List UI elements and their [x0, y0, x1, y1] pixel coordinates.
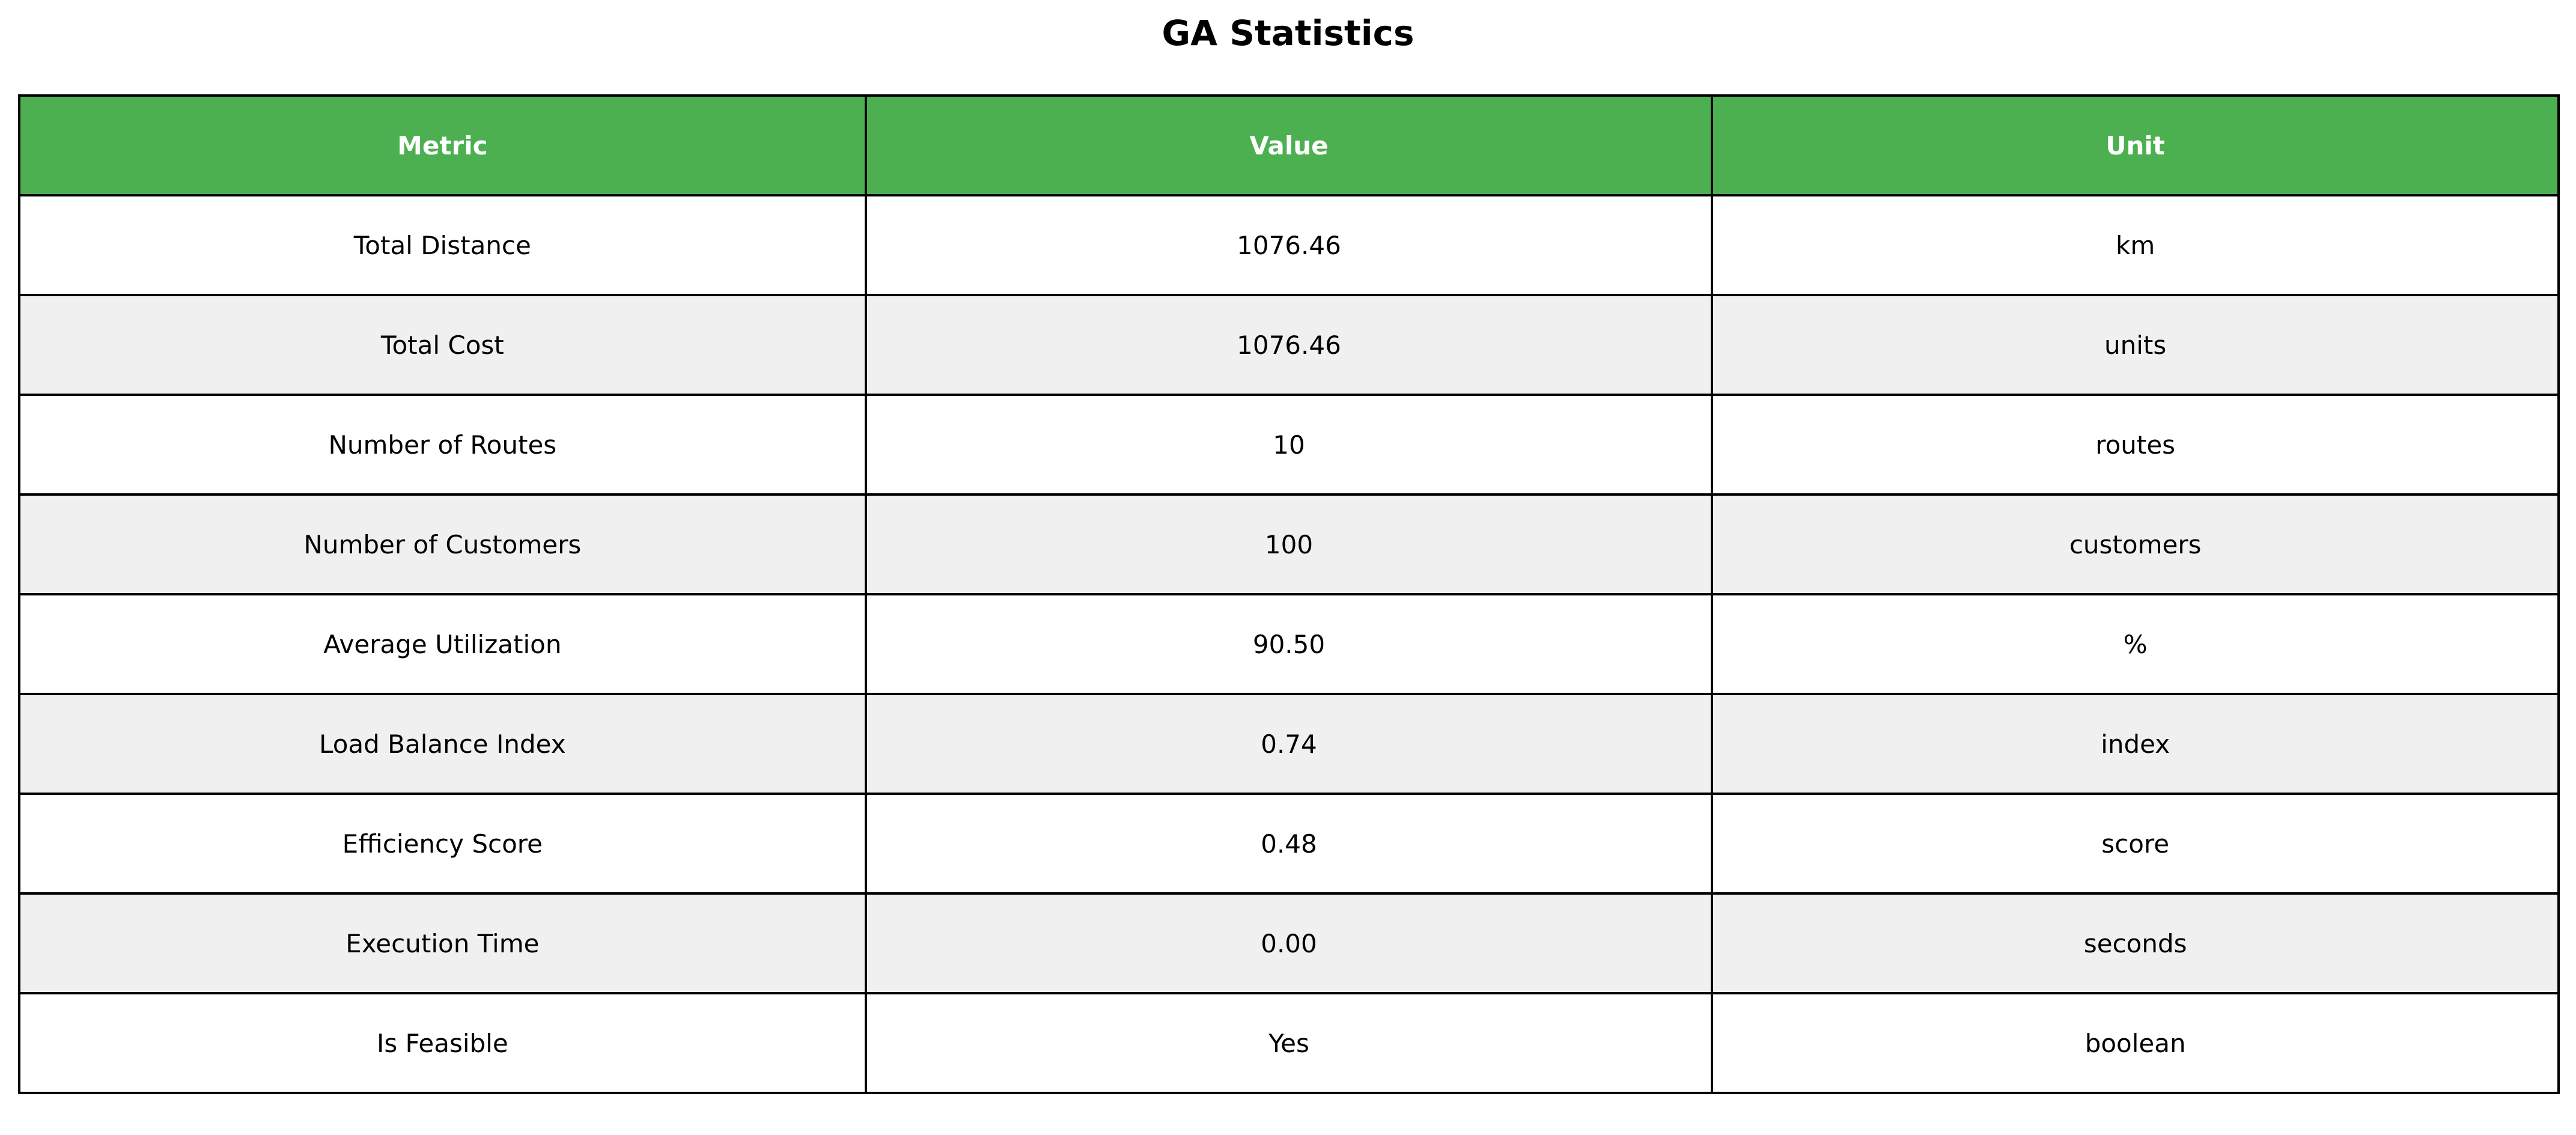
- metric-cell: Total Distance: [18, 194, 867, 296]
- metric-cell: Load Balance Index: [18, 693, 867, 795]
- unit-cell: seconds: [1711, 892, 2560, 994]
- metric-cell: Efficiency Score: [18, 793, 867, 895]
- value-cell: Yes: [864, 992, 1714, 1094]
- value-cell: 100: [864, 493, 1714, 595]
- table-row: Average Utilization 90.50 %: [18, 593, 2560, 695]
- table-row: Total Cost 1076.46 units: [18, 294, 2560, 396]
- value-cell: 0.48: [864, 793, 1714, 895]
- unit-cell: km: [1711, 194, 2560, 296]
- table-row: Load Balance Index 0.74 index: [18, 693, 2560, 795]
- metric-cell: Number of Routes: [18, 394, 867, 496]
- value-cell: 1076.46: [864, 194, 1714, 296]
- unit-cell: index: [1711, 693, 2560, 795]
- value-cell: 90.50: [864, 593, 1714, 695]
- table-row: Efficiency Score 0.48 score: [18, 793, 2560, 895]
- header-cell-value: Value: [864, 94, 1714, 196]
- header-row: Metric Value Unit: [18, 94, 2560, 196]
- metric-cell: Number of Customers: [18, 493, 867, 595]
- unit-cell: boolean: [1711, 992, 2560, 1094]
- unit-cell: score: [1711, 793, 2560, 895]
- table-row: Number of Customers 100 customers: [18, 493, 2560, 595]
- table-title: GA Statistics: [1162, 13, 1414, 53]
- header-cell-unit: Unit: [1711, 94, 2560, 196]
- table-row: Total Distance 1076.46 km: [18, 194, 2560, 296]
- unit-cell: routes: [1711, 394, 2560, 496]
- unit-cell: %: [1711, 593, 2560, 695]
- metric-cell: Total Cost: [18, 294, 867, 396]
- unit-cell: units: [1711, 294, 2560, 396]
- header-cell-metric: Metric: [18, 94, 867, 196]
- table-row: Number of Routes 10 routes: [18, 394, 2560, 496]
- value-cell: 10: [864, 394, 1714, 496]
- table-row: Execution Time 0.00 seconds: [18, 892, 2560, 994]
- value-cell: 1076.46: [864, 294, 1714, 396]
- table-row: Is Feasible Yes boolean: [18, 992, 2560, 1094]
- value-cell: 0.74: [864, 693, 1714, 795]
- metric-cell: Is Feasible: [18, 992, 867, 1094]
- unit-cell: customers: [1711, 493, 2560, 595]
- ga-statistics-table: Metric Value Unit Total Distance 1076.46…: [18, 94, 2560, 1094]
- value-cell: 0.00: [864, 892, 1714, 994]
- metric-cell: Execution Time: [18, 892, 867, 994]
- metric-cell: Average Utilization: [18, 593, 867, 695]
